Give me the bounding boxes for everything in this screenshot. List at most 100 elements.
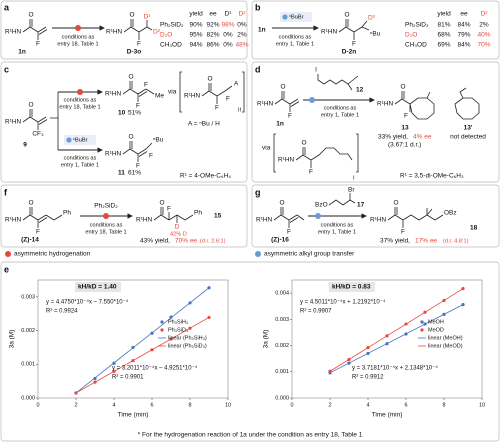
data-point: [404, 322, 408, 326]
table-cell: 94%: [189, 42, 202, 49]
data-point: [150, 348, 154, 352]
molecule: R¹HN O F D Ph: [136, 200, 202, 231]
atom: R¹HN: [377, 101, 394, 108]
y-axis-title: 3a (M): [9, 330, 16, 349]
yield: 37% yield,: [380, 238, 410, 245]
table-cell: 40%: [477, 32, 490, 39]
table: yield ee D² Ph₂SiD₂ 81% 84% 2% D₂O 68% 79% 40% CH₃O…: [405, 11, 491, 49]
table-cell: 95%: [189, 32, 202, 39]
atom: Me: [155, 93, 164, 100]
atom: ⁿBu: [370, 31, 381, 38]
data-point: [461, 303, 465, 307]
atom: O: [400, 84, 405, 91]
molecule: R¹HN O F F ⁿBu: [105, 134, 164, 170]
atom: O: [28, 102, 33, 109]
fit-line: [75, 287, 210, 394]
table-header: D²: [481, 11, 489, 18]
table-cell: 79%: [457, 32, 470, 39]
row-label: Ph₂SiD₂: [405, 22, 429, 29]
table-cell: 48%: [235, 42, 248, 49]
compound-label: 1n: [18, 49, 26, 56]
x-tick-label: 10: [479, 402, 485, 408]
atom: O: [159, 200, 164, 207]
table-cell: 2%: [237, 32, 247, 39]
intermediate-label: I: [353, 175, 355, 181]
alkyl-transfer-dot: [282, 14, 288, 20]
atom: Br: [348, 187, 355, 194]
fit-equation: R² = 0.9907: [300, 309, 332, 315]
atom: F: [226, 96, 230, 103]
fit-line: [75, 317, 210, 394]
data-point: [366, 346, 370, 350]
atom: Ph: [63, 210, 71, 217]
y-tick-label: 0.003: [21, 294, 35, 300]
y-tick-label: 0.003: [275, 317, 289, 323]
data-point: [112, 369, 116, 373]
table-cell: 81%: [437, 22, 450, 29]
atom: R¹HN: [5, 119, 22, 126]
data-point: [74, 391, 78, 395]
atom: F: [167, 206, 171, 213]
panel-frame: [0, 0, 248, 60]
atom: D: [175, 224, 180, 231]
table-cell: 70%: [477, 42, 490, 49]
compound-label: (Z)-16: [271, 237, 289, 244]
conditions: conditions as: [321, 222, 354, 228]
yield: 61%: [128, 170, 141, 177]
table-cell: 0%: [223, 42, 233, 49]
compound-label: 18: [470, 225, 478, 232]
compound-label: D-3o: [127, 49, 141, 56]
atom: BzO: [315, 202, 328, 209]
y-tick-label: 0.000: [21, 395, 35, 401]
data-point: [442, 312, 446, 316]
table-cell: 92%: [206, 22, 219, 29]
table-header: yield: [189, 11, 203, 18]
data-point: [207, 286, 211, 290]
plot-frame: [291, 279, 483, 399]
atom: F: [287, 229, 291, 236]
conditions: conditions as: [279, 34, 312, 40]
x-tick-label: 0: [36, 402, 39, 408]
compound-label: 13': [464, 125, 473, 132]
atom: Ph: [194, 210, 202, 217]
yield: 51%: [128, 110, 141, 117]
alkyl-transfer-dot: [309, 97, 315, 103]
panel-label: b: [255, 2, 261, 12]
atom: O: [207, 76, 212, 83]
molecule: R¹HN O F: [257, 84, 300, 120]
table-header: yield: [437, 11, 451, 18]
molecule: R¹HN O F D¹ D²: [106, 12, 161, 48]
atom: F: [137, 41, 141, 48]
conditions: entry 18, Table 1: [85, 229, 126, 235]
ee: 4% ee: [413, 134, 432, 141]
panel-label: c: [4, 64, 9, 74]
legend-label: linear (MeOD): [428, 343, 463, 349]
conditions: entry 1, Table 1: [61, 162, 99, 168]
panel-label: a: [4, 2, 10, 12]
atom: R¹HN: [257, 101, 274, 108]
atom: F: [149, 153, 153, 160]
panel-frame: [251, 184, 500, 248]
molecule: R¹HN O F: [377, 84, 435, 120]
panel-frame: [0, 261, 500, 442]
definition: A = ⁿBu / H: [188, 121, 220, 128]
table-cell: 0%: [237, 22, 247, 29]
deuterium-incorporation: 42% D: [170, 231, 187, 237]
atom: O: [393, 200, 398, 207]
molecule: R¹HN O F F A: [184, 76, 239, 112]
table-cell: 84%: [457, 42, 470, 49]
atom: F: [36, 229, 40, 236]
table-header: D¹: [225, 11, 233, 18]
molecule: R¹HN O CF₃: [5, 102, 48, 138]
via: via: [262, 145, 271, 152]
row-label: Ph₂SiD₂: [160, 22, 184, 29]
table-header: ee: [209, 11, 217, 18]
footnote: * For the hydrogenation reaction of 1a u…: [138, 432, 363, 439]
data-point: [207, 315, 211, 320]
legend-label: Ph₃SiH₃: [168, 319, 188, 325]
x-tick-label: 6: [150, 402, 153, 408]
x-tick-label: 4: [366, 402, 369, 408]
ratio-box: [329, 282, 375, 292]
yield: 43% yield,: [140, 238, 170, 245]
